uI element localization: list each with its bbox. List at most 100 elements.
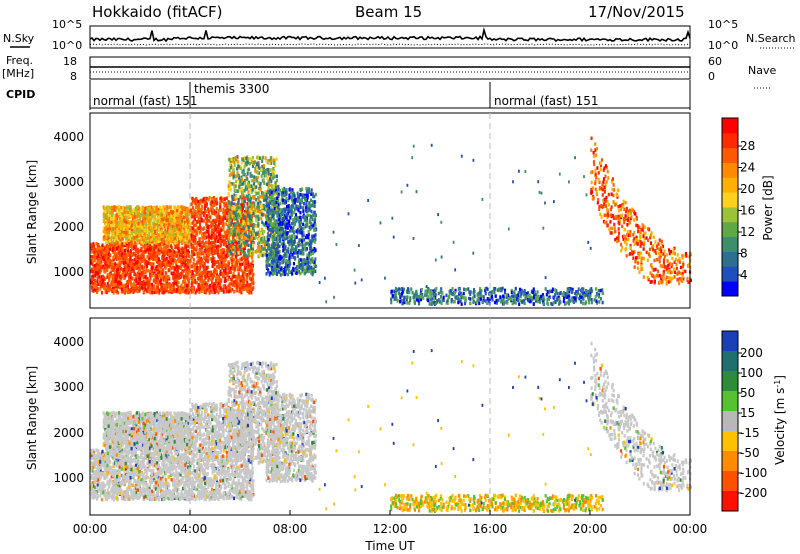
power-cell (269, 173, 272, 177)
power-cell (157, 269, 160, 273)
power-cell (142, 250, 145, 255)
power-cell (175, 231, 178, 236)
power-cell (186, 215, 189, 219)
power-cell (104, 269, 107, 273)
power-cell (127, 237, 130, 241)
power-cell (248, 212, 251, 216)
power-cell (125, 260, 128, 265)
power-cell (110, 220, 113, 225)
power-cell (110, 223, 113, 228)
power-cell (235, 206, 238, 210)
power-cell (107, 209, 110, 213)
power-cell (154, 220, 157, 225)
power-cell (251, 156, 254, 160)
power-cell (240, 257, 243, 262)
power-cell (125, 231, 128, 235)
power-cell (246, 260, 249, 264)
power-cell (229, 188, 232, 192)
power-cell (160, 282, 163, 287)
power-cell (178, 256, 181, 261)
power-cell (179, 285, 182, 289)
power-cell (106, 260, 109, 265)
power-cell (163, 211, 166, 215)
power-cell (115, 257, 118, 262)
power-cell (242, 254, 245, 258)
power-cell (243, 199, 246, 204)
power-cell (187, 272, 190, 276)
power-cell (117, 255, 120, 259)
power-cell (101, 282, 104, 286)
power-cell (99, 279, 102, 284)
power-cell (219, 240, 222, 244)
power-cell (133, 265, 136, 270)
power-cell (214, 225, 217, 229)
power-cell (229, 282, 232, 286)
power-cell (104, 262, 107, 266)
power-cell (225, 290, 228, 294)
power-cell (246, 183, 249, 188)
power-cell (112, 291, 115, 295)
power-cell (136, 286, 139, 291)
power-cell (245, 226, 248, 231)
power-cell (115, 244, 118, 248)
nsearch-series (89, 43, 691, 46)
power-cell (177, 205, 180, 209)
power-cell (248, 288, 251, 293)
power-cell (152, 221, 155, 226)
power-cell (184, 229, 187, 234)
power-cell (143, 228, 146, 233)
power-cell (169, 244, 172, 248)
power-cell (121, 231, 124, 236)
power-cell (103, 235, 106, 239)
power-cell (235, 245, 238, 249)
power-cell (237, 174, 240, 178)
power-cell (163, 220, 166, 224)
power-cell (124, 240, 127, 244)
power-cell (90, 261, 93, 265)
power-cell (199, 215, 202, 220)
power-cell (187, 277, 190, 281)
power-cell (126, 245, 129, 249)
power-cell (104, 256, 107, 261)
power-cell (186, 218, 189, 223)
power-cell (108, 274, 111, 279)
power-panel: Slant Range [km] 1000 2000 3000 4000 (25, 112, 692, 309)
power-cell (222, 227, 225, 232)
power-cell (141, 283, 144, 287)
power-cell (186, 220, 189, 225)
power-cell (245, 206, 248, 211)
power-cell (270, 179, 273, 184)
power-cell (234, 188, 237, 193)
power-cell (164, 279, 167, 283)
power-cell (211, 240, 214, 245)
power-cell (109, 272, 112, 277)
power-cell (122, 206, 125, 211)
power-cell (178, 227, 181, 232)
power-cell (135, 213, 138, 217)
power-cell (121, 258, 124, 263)
power-cell (153, 273, 156, 277)
power-cell (121, 273, 124, 277)
power-cell (177, 251, 180, 256)
power-cell (261, 213, 264, 217)
power-cell (139, 272, 142, 276)
power-cell (131, 259, 134, 263)
power-cell (224, 263, 227, 268)
power-cell (161, 275, 164, 279)
power-cell (104, 287, 107, 292)
power-cell (200, 283, 203, 288)
power-cell (147, 208, 150, 213)
power-cell (112, 220, 115, 224)
freq-panel: Freq. [MHz] 18 8 60 0 Nave (2, 54, 776, 89)
power-cell (100, 250, 103, 255)
power-cell (195, 289, 198, 293)
power-cell (156, 260, 159, 265)
power-cell (198, 203, 201, 207)
power-cell (91, 255, 94, 259)
power-cell (195, 266, 198, 270)
power-cell (199, 229, 202, 233)
power-cell (231, 283, 234, 287)
power-cell (241, 271, 244, 275)
power-cell (244, 187, 247, 191)
power-cell (160, 237, 163, 242)
